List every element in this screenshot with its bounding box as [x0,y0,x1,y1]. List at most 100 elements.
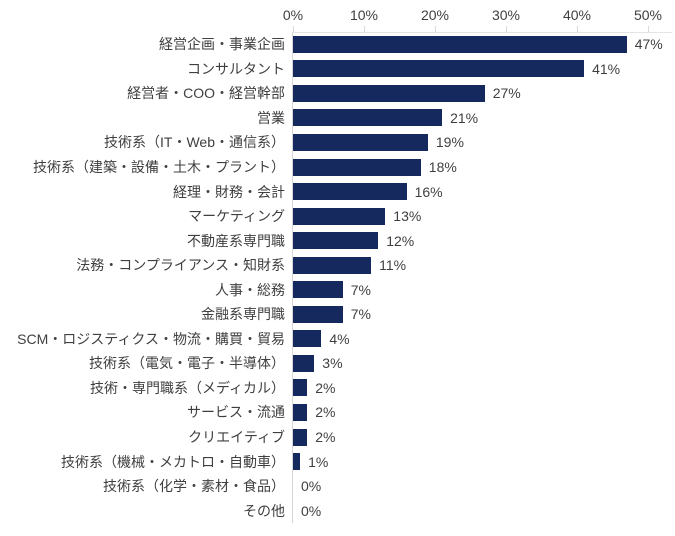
category-label: クリエイティブ [188,429,285,446]
bar-area: 27% [293,81,675,106]
bar-row: 経営者・COO・経営幹部 27% [0,81,675,106]
bar-area: 2% [293,376,675,401]
bar-area: 7% [293,302,675,327]
value-label: 7% [350,281,371,298]
value-label: 11% [379,257,407,274]
category-label: 営業 [257,109,285,126]
bar [293,60,585,78]
bar-row: クリエイティブ 2% [0,425,675,450]
bar-row: 技術系（建築・設備・土木・プラント） 18% [0,155,675,180]
bar-row: マーケティング 13% [0,204,675,229]
axis-tick-mark [506,26,507,32]
value-label: 18% [428,159,457,175]
bar-area: 4% [293,327,675,352]
bar-area: 16% [293,179,675,204]
chart-rows: 経営企画・事業企画 47% コンサルタント 41% 経営者・COO・経営幹部 27% 営業 2… [0,32,675,523]
axis-tick-mark [648,26,649,32]
bar [293,133,428,151]
bar-area: 12% [293,228,675,253]
value-label: 41% [592,60,621,77]
value-label: 27% [492,85,521,102]
bar [293,305,343,323]
value-label: 0% [301,502,322,519]
bar-row: 技術系（電気・電子・半導体） 3% [0,351,675,376]
axis-tick-label: 20% [420,7,450,23]
value-label: 2% [315,429,336,446]
bar-area: 11% [293,253,675,278]
category-label: 技術系（建築・設備・土木・プラント） [33,159,285,175]
bar-area: 2% [293,425,675,450]
bar [293,330,322,348]
bar-row: その他 0% [0,498,675,523]
bar-area: 1% [293,449,675,474]
bar-row: 経理・財務・会計 16% [0,179,675,204]
category-label: 技術系（電気・電子・半導体） [89,355,285,372]
category-label: 経理・財務・会計 [173,183,285,200]
value-label: 0% [301,478,322,495]
bar-row: 営業 21% [0,106,675,131]
value-label: 16% [414,183,443,200]
category-axis-line [292,32,293,523]
bar-row: 経営企画・事業企画 47% [0,32,675,57]
bar-row: コンサルタント 41% [0,57,675,82]
bar-area: 0% [293,474,675,499]
value-label: 7% [350,306,371,323]
value-label: 2% [315,379,336,396]
bar-area: 47% [293,32,675,57]
bar [293,207,386,225]
value-label: 19% [435,134,464,151]
value-label: 1% [308,453,329,470]
axis-tick-mark [293,26,294,32]
value-label: 3% [322,355,343,372]
axis-tick-label: 40% [562,7,592,23]
bar [293,428,308,446]
bar-row: 技術系（機械・メカトロ・自動車） 1% [0,449,675,474]
bar-area: 18% [293,155,675,180]
category-label: 技術系（機械・メカトロ・自動車） [61,453,285,470]
bar-area: 7% [293,277,675,302]
bar-area: 2% [293,400,675,425]
axis-tick-label: 0% [282,7,304,23]
category-label: コンサルタント [187,60,285,77]
value-label: 21% [450,109,479,126]
bar-row: 法務・コンプライアンス・知財系 11% [0,253,675,278]
axis-tick-label: 30% [491,7,521,23]
bar-area: 3% [293,351,675,376]
category-label: 金融系専門職 [201,306,285,323]
value-label: 13% [393,208,422,225]
bar-row: 技術系（IT・Web・通信系） 19% [0,130,675,155]
value-label: 47% [634,36,663,53]
bar-row: 金融系専門職 7% [0,302,675,327]
bar-row: 人事・総務 7% [0,277,675,302]
bar-area: 21% [293,106,675,131]
bar-row: 技術・専門職系（メディカル） 2% [0,376,675,401]
category-label: 不動産系専門職 [187,232,285,249]
bar-area: 0% [293,498,675,523]
bar [293,453,301,471]
bar [293,232,379,250]
axis-tick-mark [435,26,436,32]
bar-area: 13% [293,204,675,229]
bar [293,84,485,102]
value-axis-line [293,32,672,33]
value-label: 12% [386,232,415,249]
bar [293,35,627,53]
category-label: サービス・流通 [187,404,285,421]
category-label: 人事・総務 [215,281,285,298]
axis-tick-mark [577,26,578,32]
value-label: 4% [329,330,350,347]
axis-tick-label: 10% [349,7,379,23]
bar [293,109,443,127]
category-label: その他 [243,502,285,519]
bar-row: サービス・流通 2% [0,400,675,425]
bar-area: 41% [293,57,675,82]
category-label: SCM・ロジスティクス・物流・購買・貿易 [17,330,285,347]
bar [293,256,372,274]
bar-row: 技術系（化学・素材・食品） 0% [0,474,675,499]
bar [293,379,308,397]
bar [293,183,407,201]
bar [293,281,343,299]
category-label: 経営企画・事業企画 [159,36,285,53]
category-label: 技術系（化学・素材・食品） [103,478,285,495]
